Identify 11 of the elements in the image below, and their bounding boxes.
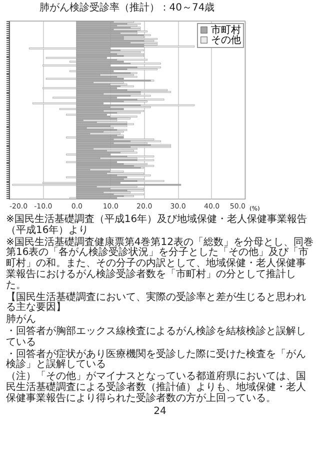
chart-title: 肺がん検診受診率（推計）：40～74歳 [39, 1, 215, 14]
text: ・回答者が胸部エックス線検査によるがん検診を結核検診と誤解している [6, 326, 307, 348]
text: 【国民生活基礎調査において、実際の受診率と差が生じると思われる主な要因】 [6, 292, 307, 314]
legend-label: 市町村 [211, 24, 241, 36]
text: ※国民生活基礎調査（平成16年）及び地域保健・老人保健事業報告（平成16年）より [6, 214, 308, 236]
text: 肺がん [6, 314, 36, 326]
text: （注）「その他」がマイナスとなっている都道府県においては、国民生活基礎調査による受診者数（推計値）よりも、地域保健・老人保健事業報告により得られた受診者数の方が上回っている。 [6, 371, 307, 405]
legend-label: その他 [211, 34, 241, 46]
text: ・回答者が症状があり医療機関を受診した際に受けた検査を「がん検診」と誤解している [6, 348, 307, 370]
text: ※国民生活基礎調査健康票第4巻第12表の「総数」を分母とし、同巻第16表の「各がん検診受診状況」を分子とした「その他」及び「市町村」の和。また、その分子の内訳として、地域保健・老人保健事業報告におけるがん検診受診者数を「市町村」の分として推計した。 [6, 236, 314, 292]
text: 24 [152, 406, 168, 418]
